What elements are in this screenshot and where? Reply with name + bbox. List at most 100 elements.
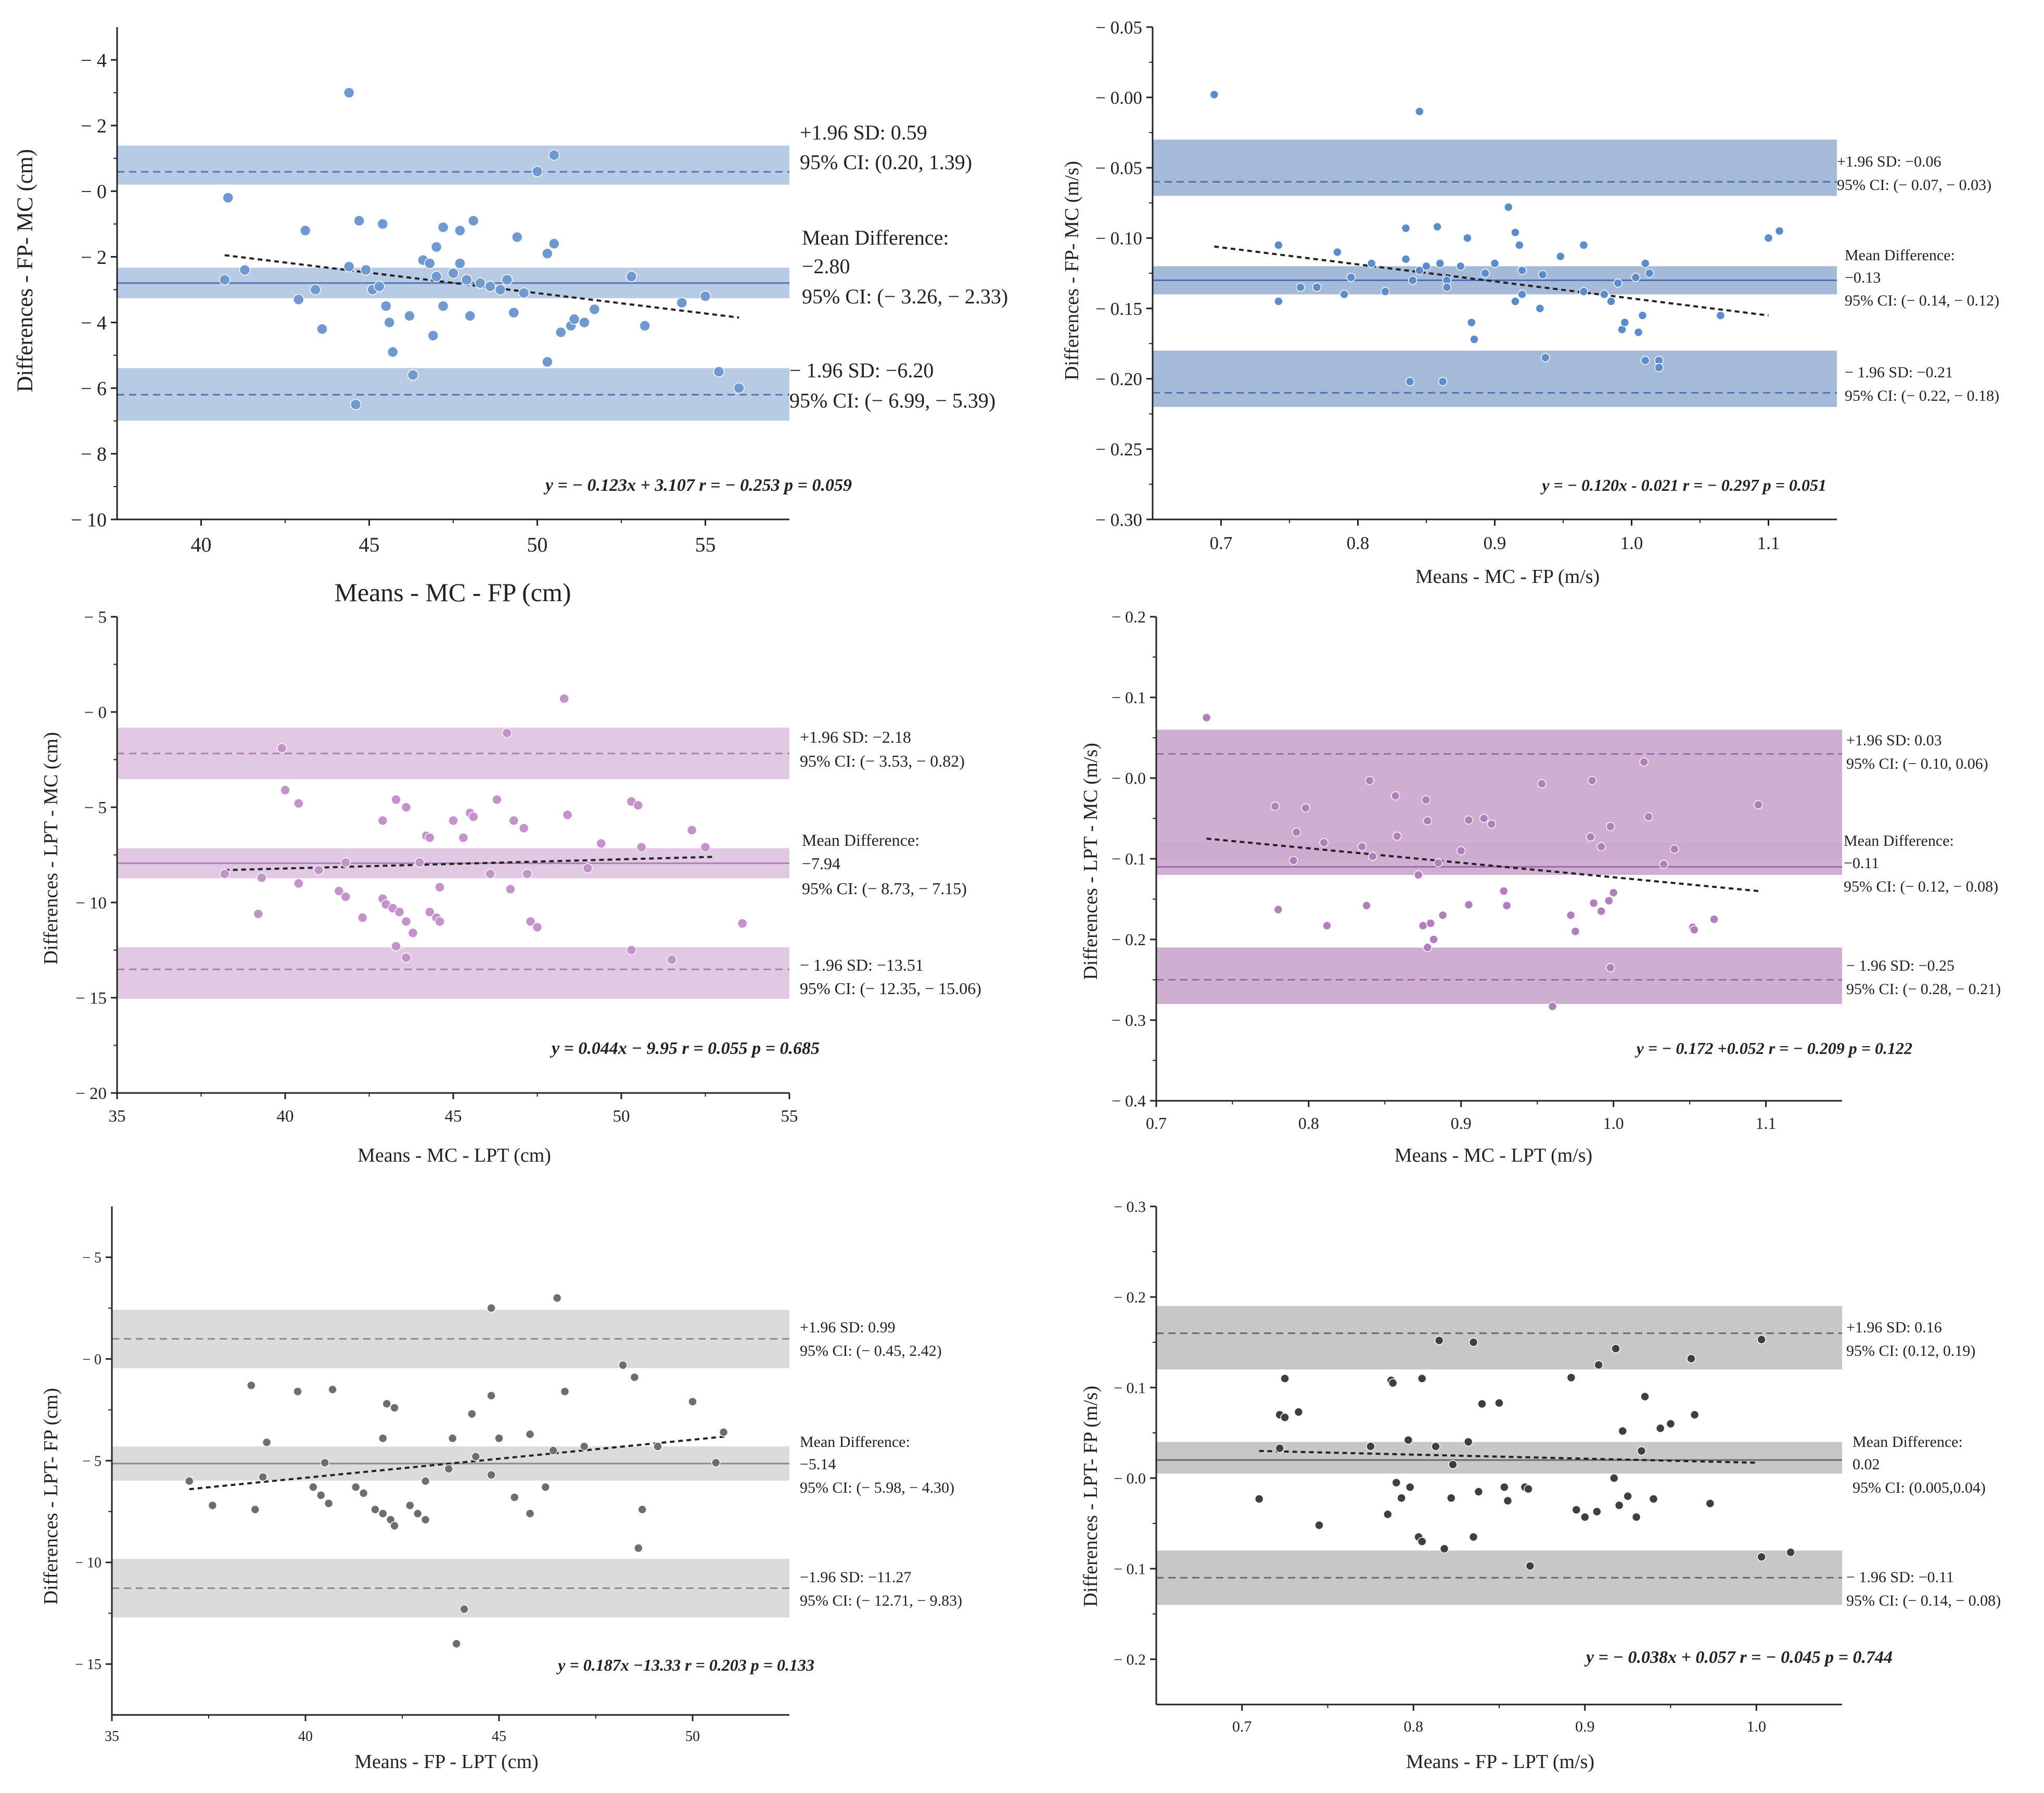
data-point — [430, 241, 442, 253]
data-point — [1312, 283, 1322, 292]
data-point — [1438, 910, 1448, 920]
data-point — [541, 1482, 551, 1492]
data-point — [522, 869, 532, 879]
data-point — [1537, 779, 1547, 789]
data-point — [1468, 1338, 1478, 1347]
y-tick-label: − 10 — [75, 1555, 101, 1571]
x-axis-label: Means - MC - FP (m/s) — [1415, 566, 1600, 588]
data-point — [1463, 233, 1472, 243]
data-point — [1391, 1478, 1401, 1487]
data-point — [316, 1491, 326, 1500]
data-point — [525, 1429, 535, 1439]
data-point — [676, 297, 688, 309]
data-point — [1580, 1512, 1590, 1522]
data-point — [1464, 900, 1474, 910]
mean-diff-title: Mean Difference: — [1845, 247, 1955, 264]
data-point — [1786, 1547, 1795, 1557]
data-point — [1690, 925, 1699, 935]
data-point — [405, 1500, 415, 1510]
data-point — [1687, 1354, 1696, 1364]
data-point — [1774, 226, 1784, 236]
data-point — [1490, 259, 1500, 268]
data-point — [633, 800, 644, 811]
mean-diff-ci-label: 95% CI: (− 0.12, − 0.08) — [1844, 878, 1998, 895]
data-point — [618, 1360, 628, 1370]
data-point — [1589, 898, 1599, 908]
data-point — [532, 922, 543, 933]
data-point — [459, 1605, 469, 1614]
data-point — [407, 369, 419, 381]
data-point — [401, 952, 412, 963]
data-point — [1649, 1494, 1658, 1504]
x-tick-label: 0.8 — [1298, 1114, 1319, 1133]
upper-loa-label: +1.96 SD: 0.99 — [800, 1319, 896, 1336]
data-point — [1517, 289, 1527, 299]
upper-loa-ci-label: 95% CI: (− 3.53, − 0.82) — [800, 752, 965, 770]
data-point — [639, 320, 650, 332]
upper-loa-band — [1156, 730, 1842, 859]
data-point — [1541, 353, 1550, 362]
regression-equation: y = − 0.123x + 3.107 r = − 0.253 p = 0.0… — [543, 476, 852, 495]
data-point — [1346, 273, 1356, 282]
data-point — [511, 231, 523, 243]
data-point — [1294, 1407, 1304, 1417]
data-point — [343, 87, 355, 98]
mean-diff-ci-label: 95% CI: (− 5.98, − 4.30) — [800, 1479, 954, 1496]
data-point — [1367, 259, 1376, 268]
data-point — [293, 798, 304, 809]
data-point — [1579, 287, 1589, 296]
data-point — [430, 271, 442, 283]
data-point — [239, 264, 251, 276]
x-axis-label: Means - FP - LPT (cm) — [354, 1751, 539, 1773]
data-point — [1570, 926, 1580, 936]
data-point — [1479, 813, 1489, 823]
upper-loa-label: +1.96 SD: 0.16 — [1846, 1319, 1942, 1336]
data-point — [626, 945, 637, 956]
data-point — [1415, 265, 1424, 275]
data-point — [1362, 901, 1371, 910]
data-point — [448, 268, 459, 279]
data-point — [1470, 335, 1479, 344]
data-point — [280, 785, 290, 795]
data-point — [1596, 842, 1606, 851]
data-point — [487, 1303, 496, 1313]
data-point — [1202, 713, 1211, 722]
data-point — [351, 1482, 361, 1492]
panel-lpt-fp-ms: − 0.3 − 0.2 − 0.1 − 0.0 − 0.1 − 0.2 0.7 0.8 0.9 1… — [1080, 1199, 2001, 1773]
y-tick-label: − 0.00 — [1095, 87, 1142, 108]
y-tick-label: − 0.1 — [1112, 688, 1146, 707]
data-point — [293, 294, 304, 306]
y-tick-label: − 15 — [75, 989, 107, 1008]
data-point — [219, 274, 231, 286]
x-tick-label: 0.9 — [1484, 533, 1506, 553]
y-tick-label: − 8 — [81, 443, 107, 465]
data-point — [219, 869, 230, 879]
data-point — [404, 310, 415, 322]
data-point — [1319, 838, 1328, 847]
mean-diff-ci-label: 95% CI: (− 8.73, − 7.15) — [802, 879, 967, 898]
data-point — [1365, 775, 1374, 785]
data-point — [1417, 1537, 1427, 1546]
lower-loa-ci-label: 95% CI: (− 12.35, − 15.06) — [800, 979, 981, 998]
data-point — [1614, 1500, 1624, 1510]
data-point — [437, 221, 449, 233]
data-point — [1535, 303, 1545, 313]
y-tick-label: − 0.2 — [1114, 1289, 1146, 1306]
panel-lpt-mc-ms: − 0.2 − 0.1 − 0.0 − 0.1 − 0.2 − 0.3 − 0.40.7 0.… — [1080, 607, 2001, 1166]
upper-loa-ci-label: 95% CI: (0.12, 0.19) — [1846, 1342, 1975, 1359]
data-point — [531, 166, 543, 177]
data-point — [560, 1387, 570, 1396]
data-point — [1381, 287, 1390, 296]
data-point — [494, 284, 506, 296]
lower-loa-ci-label: 95% CI: (− 0.28, − 0.21) — [1846, 981, 2001, 998]
data-point — [1468, 1532, 1478, 1542]
data-point — [1435, 259, 1445, 268]
data-point — [293, 878, 304, 889]
y-tick-label: − 20 — [75, 1085, 107, 1103]
data-point — [1422, 261, 1431, 271]
data-point — [1405, 377, 1415, 386]
data-point — [1401, 223, 1411, 233]
data-point — [1705, 1498, 1715, 1508]
x-axis-label: Means - MC - FP (cm) — [334, 578, 571, 607]
